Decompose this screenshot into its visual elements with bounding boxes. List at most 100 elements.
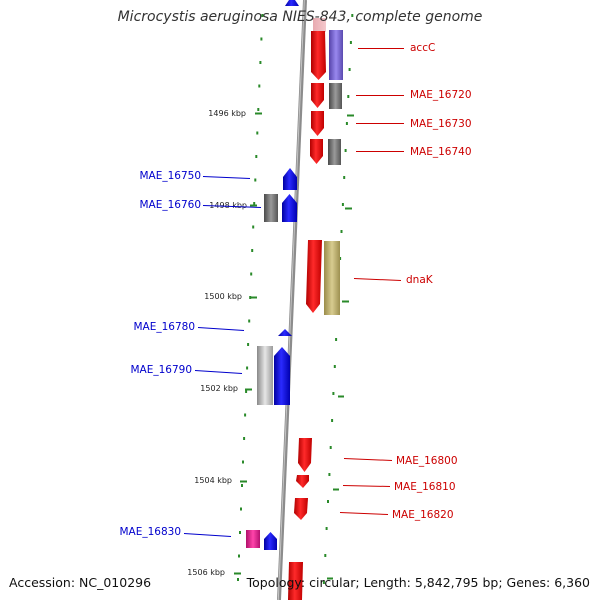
gene-arrow-MAE-16790[interactable] xyxy=(274,347,290,405)
guide-dot xyxy=(244,413,247,417)
guide-dot xyxy=(248,319,251,323)
guide-dot xyxy=(245,390,248,393)
tick-label: 1496 kbp xyxy=(208,109,246,118)
gene-arrow-MAE-16720[interactable] xyxy=(311,83,324,108)
tick-1502: 1502 kbp xyxy=(200,384,252,393)
guide-dot xyxy=(327,500,329,503)
tick-label: 1498 kbp xyxy=(209,201,247,210)
gene-label-MAE-16740[interactable]: MAE_16740 xyxy=(410,146,472,158)
accession-text: Accession: NC_010296 xyxy=(9,575,152,590)
guide-dot xyxy=(351,14,354,17)
guide-dot xyxy=(242,460,244,464)
leader-line xyxy=(197,327,245,331)
tick-label: 1500 kbp xyxy=(204,292,242,301)
guide-dot xyxy=(333,365,336,368)
guide-dot xyxy=(251,249,254,252)
map-title: Microcystis aeruginosa NIES-843, complet… xyxy=(117,9,483,25)
gene-arrow-MAE-16810[interactable] xyxy=(296,475,309,488)
guide-dot xyxy=(322,581,325,584)
genome-summary-text: Topology: circular; Length: 5,842,795 bp… xyxy=(246,575,590,590)
gene-arrow-edge-top[interactable] xyxy=(285,0,299,6)
guide-dot xyxy=(252,225,255,229)
leader-line xyxy=(342,485,391,487)
gene-label-accC[interactable]: accC xyxy=(410,42,435,54)
guide-dot xyxy=(257,108,260,111)
gene-label-MAE-16830[interactable]: MAE_16830 xyxy=(119,526,181,538)
guide-dot xyxy=(246,366,249,370)
guide-dot xyxy=(345,122,348,125)
guide-dot xyxy=(260,37,263,41)
guide-dot xyxy=(349,41,352,44)
guide-dot xyxy=(343,176,346,179)
annotation-bar-MAE-16720 xyxy=(329,83,342,109)
guide-dot xyxy=(253,202,256,205)
tick-label: 1502 kbp xyxy=(200,384,238,393)
genome-backbone-highlight xyxy=(277,0,305,600)
gene-arrow-MAE-16800[interactable] xyxy=(298,438,312,472)
guide-dot xyxy=(250,272,253,276)
guide-dot xyxy=(339,257,342,260)
tick-1506: 1506 kbp xyxy=(187,568,241,577)
leader-line xyxy=(353,278,402,281)
guide-dot xyxy=(240,507,242,511)
gene-label-MAE-16820[interactable]: MAE_16820 xyxy=(392,509,454,521)
gene-label-MAE-16760[interactable]: MAE_16760 xyxy=(139,199,201,211)
gene-arrow-MAE-16740[interactable] xyxy=(310,139,323,164)
gene-label-dnaK[interactable]: dnaK xyxy=(406,274,434,286)
guide-dot xyxy=(341,203,344,206)
guide-dot xyxy=(348,68,351,71)
gene-label-MAE-16720[interactable]: MAE_16720 xyxy=(410,89,472,101)
guide-dot xyxy=(241,484,243,487)
gene-arrow-dnaK[interactable] xyxy=(306,240,322,313)
guide-dot xyxy=(243,437,246,440)
pink-annotation-bar xyxy=(313,18,326,32)
gene-arrow-MAE-16830[interactable] xyxy=(264,532,277,550)
leader-line xyxy=(202,176,251,179)
tick-1504: 1504 kbp xyxy=(194,476,247,485)
gene-arrow-MAE-16730[interactable] xyxy=(311,111,324,136)
tick-1496: 1496 kbp xyxy=(208,109,262,118)
annotation-bar-MAE-16830 xyxy=(246,530,260,548)
guide-dot xyxy=(258,84,261,88)
gene-arrow-edge-bottom[interactable] xyxy=(288,562,303,600)
tick-label: 1506 kbp xyxy=(187,568,225,577)
gene-arrow-accC[interactable] xyxy=(311,31,326,80)
guide-dot xyxy=(255,155,258,158)
gene-arrow-MAE-16820[interactable] xyxy=(294,498,308,520)
gene-arrow-MAE-16750[interactable] xyxy=(283,168,297,190)
annotation-bar-MAE-16740 xyxy=(328,139,341,165)
leader-line xyxy=(339,512,389,515)
guide-dot xyxy=(325,527,328,530)
guide-dot xyxy=(254,178,257,182)
guide-dot xyxy=(344,149,347,152)
gene-arrow-MAE-16780[interactable] xyxy=(278,329,292,336)
guide-dot xyxy=(329,446,332,449)
leader-line xyxy=(343,458,393,461)
guide-dot xyxy=(261,14,264,17)
guide-dot xyxy=(247,343,250,346)
gene-label-MAE-16730[interactable]: MAE_16730 xyxy=(410,118,472,130)
genome-backbone xyxy=(277,0,307,600)
guide-dot xyxy=(335,338,338,341)
dotted-guide-tracks xyxy=(237,14,354,584)
gene-label-MAE-16780[interactable]: MAE_16780 xyxy=(133,321,195,333)
gene-label-MAE-16800[interactable]: MAE_16800 xyxy=(396,455,458,467)
guide-dot xyxy=(259,61,262,64)
gene-arrow-MAE-16760[interactable] xyxy=(282,194,297,222)
tick-label: 1504 kbp xyxy=(194,476,232,485)
guide-dot xyxy=(347,95,350,98)
annotation-bar-MAE-16790 xyxy=(257,346,273,405)
guide-dot xyxy=(340,230,343,233)
guide-dot xyxy=(237,578,239,581)
gene-label-MAE-16790[interactable]: MAE_16790 xyxy=(130,364,192,376)
leader-line xyxy=(202,205,262,208)
guide-dot xyxy=(256,131,259,135)
gene-label-MAE-16750[interactable]: MAE_16750 xyxy=(139,170,201,182)
gene-label-MAE-16810[interactable]: MAE_16810 xyxy=(394,481,456,493)
leader-line xyxy=(194,370,243,374)
guide-dot xyxy=(328,473,331,476)
tick-1500: 1500 kbp xyxy=(204,292,257,301)
right-dashes xyxy=(327,114,354,580)
guide-dot xyxy=(332,392,335,395)
